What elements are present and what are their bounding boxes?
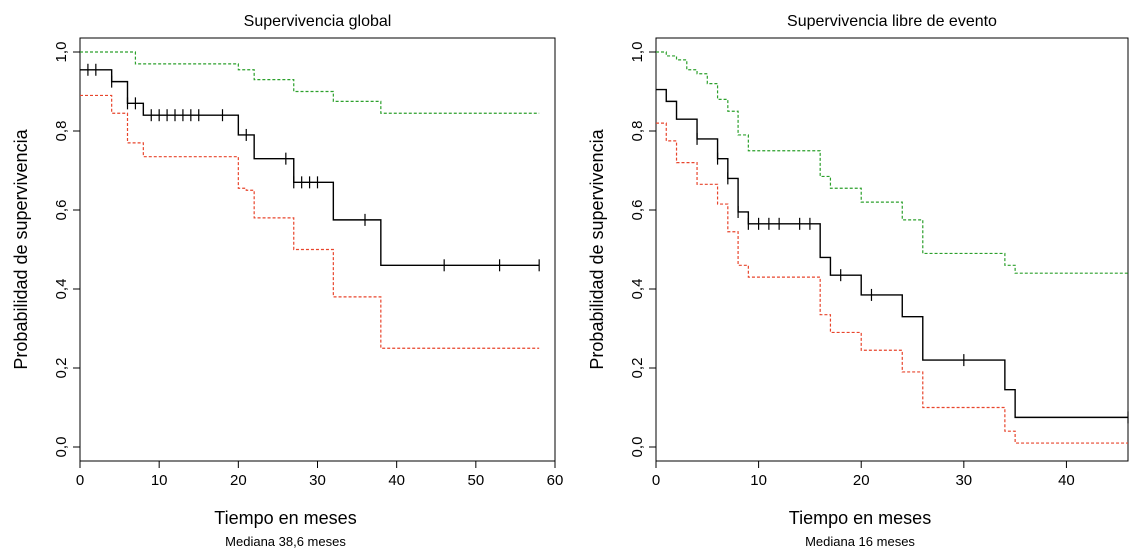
y-tick-label: 0,8 — [629, 121, 646, 142]
y-tick-label: 0,8 — [53, 121, 70, 142]
x-tick-label: 40 — [1058, 472, 1075, 489]
x-tick-label: 20 — [853, 472, 870, 489]
y-tick-label: 0,4 — [629, 279, 646, 300]
series-upper_ci-line — [80, 51, 540, 114]
x-tick-label: 30 — [309, 472, 326, 489]
y-tick-label: 0,2 — [629, 358, 646, 379]
y-tick-label: 0,6 — [629, 200, 646, 221]
chart-subtitle: Mediana 38,6 meses — [225, 534, 346, 549]
x-tick-label: 10 — [151, 472, 168, 489]
chart-title: Supervivencia libre de evento — [787, 13, 997, 30]
y-axis-label: Probabilidad de supervivencia — [587, 128, 607, 369]
chart-panel-1: Supervivencia global 0 10 20 30 40 50 60 0,0 0,2 0… — [11, 13, 563, 549]
series-upper_ci-line — [656, 51, 1128, 274]
x-axis-label: Tiempo en meses — [214, 508, 356, 528]
chart-title: Supervivencia global — [244, 13, 392, 30]
y-tick-label: 0,2 — [53, 358, 70, 379]
x-tick-label: 20 — [230, 472, 247, 489]
x-tick-label: 40 — [388, 472, 405, 489]
y-tick-label: 1,0 — [53, 42, 70, 63]
chart-subtitle: Mediana 16 meses — [805, 534, 915, 549]
y-tick-label: 0,0 — [53, 437, 70, 458]
y-tick-label: 0,6 — [53, 200, 70, 221]
x-tick-label: 30 — [955, 472, 972, 489]
series-lower_ci-line — [80, 94, 540, 349]
x-tick-label: 0 — [76, 472, 84, 489]
x-tick-label: 10 — [750, 472, 767, 489]
y-tick-label: 0,4 — [53, 279, 70, 300]
series-lower_ci-line — [656, 122, 1128, 444]
y-tick-label: 0,0 — [629, 437, 646, 458]
y-axis-label: Probabilidad de supervivencia — [11, 128, 31, 369]
series-estimate-line — [656, 88, 1128, 419]
x-axis-label: Tiempo en meses — [789, 508, 931, 528]
plot-frame — [655, 37, 1129, 462]
x-tick-label: 50 — [467, 472, 484, 489]
x-tick-label: 0 — [652, 472, 660, 489]
chart-panel-2: Supervivencia libre de evento 0 10 20 30 40 0,… — [587, 13, 1129, 549]
x-tick-label: 60 — [547, 472, 564, 489]
series-estimate-line — [80, 69, 540, 266]
y-tick-label: 1,0 — [629, 42, 646, 63]
